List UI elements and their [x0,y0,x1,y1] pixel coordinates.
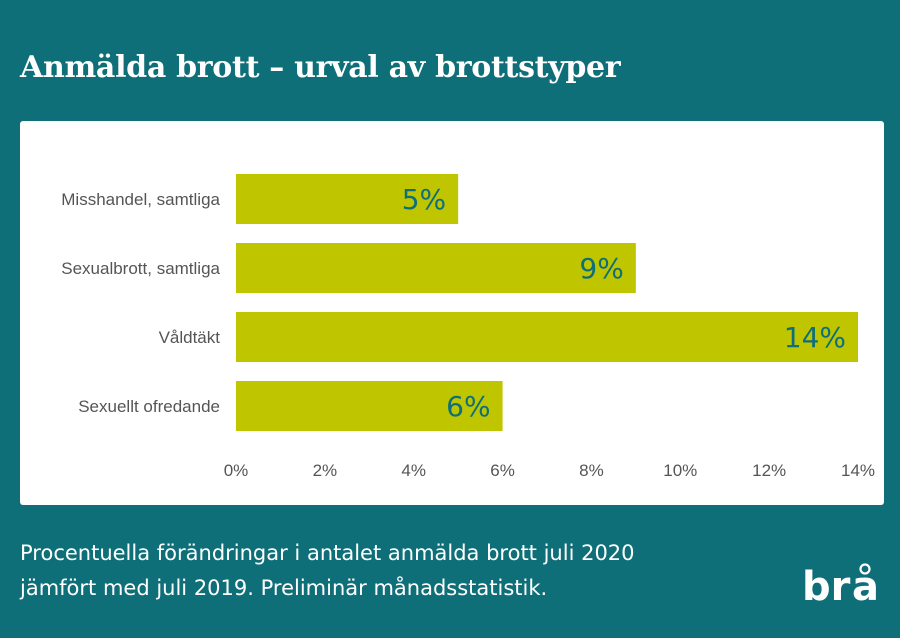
x-tick-label: 14% [841,461,875,480]
chart-panel: Misshandel, samtliga 5% Sexualbrott, samtl… [20,121,884,505]
category-label: Våldtäkt [159,328,221,347]
bar [236,381,503,431]
x-tick-label: 8% [579,461,604,480]
bar-chart: Misshandel, samtliga 5% Sexualbrott, samtl… [61,174,875,480]
chart-caption: Procentuella förändringar i antalet anmä… [20,536,760,606]
x-tick-label: 12% [752,461,786,480]
caption-line-2: jämfört med juli 2019. Preliminär månads… [20,576,548,600]
logo-ring [859,563,871,575]
x-tick-label: 2% [313,461,338,480]
data-label: 6% [446,390,490,423]
logo-a-letter: a [852,564,879,610]
bra-logo: br a [802,563,879,610]
category-label: Misshandel, samtliga [61,190,220,209]
category-label: Sexualbrott, samtliga [61,259,220,278]
data-label: 9% [579,252,623,285]
bar [236,312,858,362]
data-label: 5% [402,183,446,216]
data-label: 14% [784,321,846,354]
bar [236,243,636,293]
bar [236,174,459,224]
chart-title: Anmälda brott – urval av brottstyper [20,50,621,85]
x-tick-label: 0% [224,461,249,480]
logo-wordmark: br [802,564,851,610]
x-tick-label: 10% [663,461,697,480]
caption-line-1: Procentuella förändringar i antalet anmä… [20,541,635,565]
x-tick-label: 6% [490,461,515,480]
x-tick-label: 4% [401,461,426,480]
category-label: Sexuellt ofredande [78,397,220,416]
